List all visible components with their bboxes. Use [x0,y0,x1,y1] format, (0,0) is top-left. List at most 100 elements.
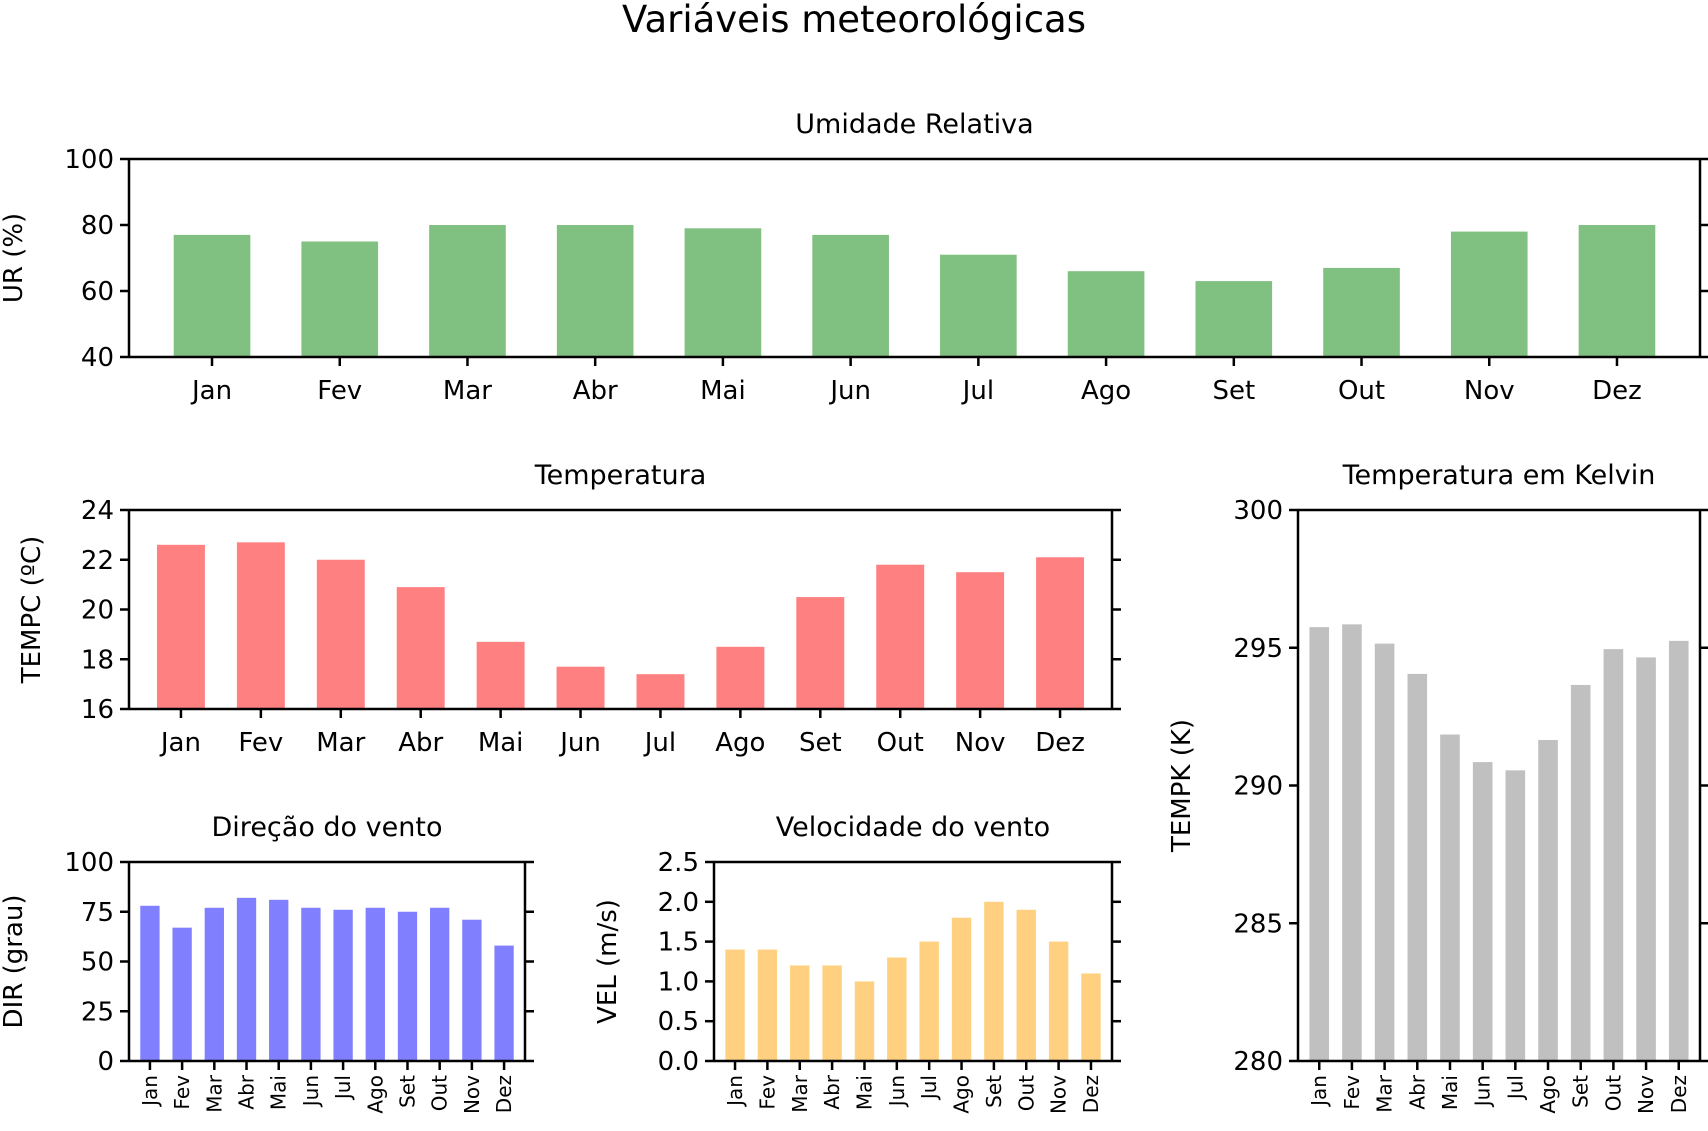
tempk-ytick-label: 280 [1233,1047,1283,1077]
dir-ytick-label: 50 [81,948,114,978]
dir-xtick-label: Mar [202,1074,226,1113]
dir-bar-dez [494,945,514,1061]
tempk-xtick-label: Out [1601,1075,1625,1111]
dir-bar-nov [462,919,482,1061]
ur-bar-set [1195,281,1273,357]
dir-bar-set [397,911,418,1061]
tempk-ytick-label: 285 [1233,909,1283,939]
dir-xtick-label: Jun [299,1075,323,1108]
tempc-bar-mai [476,641,525,709]
ur-xtick-label: Dez [1592,376,1642,406]
dir-xtick-label: Mai [267,1075,291,1110]
ur-xtick-label: Set [1212,376,1255,406]
tempk-bar-abr [1407,673,1428,1061]
tempc-xtick-label: Dez [1035,728,1085,758]
tempk-xtick-label: Nov [1634,1075,1658,1114]
vel-bar-jun [887,957,907,1061]
ur-ytick-label: 60 [81,277,114,307]
vel-ylabel: VEL (m/s) [593,899,623,1024]
ur-ytick-label: 80 [81,211,114,241]
tempc-ytick-label: 20 [81,596,114,626]
vel-ytick-label: 2.0 [658,888,699,918]
panels: 40 60 80 100 Jan Fev Mar Abr Mai Jun Jul Ago Set Out N… [0,109,1708,1114]
tempc-title: Temperatura [534,460,707,491]
vel-bar-fev [757,949,778,1061]
tempk-panel: 280 285 290 295 300 Jan Fev Mar Abr Mai Jun Jul Ago S… [1167,460,1708,1114]
vel-ytick-label: 0.5 [658,1007,699,1037]
tempk-bar-mar [1374,643,1395,1061]
vel-bar-abr [822,965,842,1061]
tempk-xtick-label: Set [1569,1075,1593,1108]
vel-xtick-label: Jun [885,1075,909,1108]
tempk-ytick-label: 300 [1233,496,1283,526]
vel-xtick-label: Ago [950,1075,974,1114]
vel-xtick-label: Jan [723,1075,747,1108]
dir-xtick-label: Fev [170,1075,194,1110]
ur-ytick-label: 100 [64,145,114,175]
tempk-bar-dez [1668,640,1689,1061]
vel-bar-dez [1081,973,1101,1061]
tempc-bar-mar [316,559,365,709]
tempk-title: Temperatura em Kelvin [1342,460,1656,491]
dir-ytick-label: 0 [97,1047,114,1077]
vel-bar-ago [951,917,972,1061]
tempc-ytick-label: 18 [81,645,114,675]
ur-bar-ago [1067,271,1145,357]
vel-xtick-label: Mai [852,1075,876,1110]
tempk-xtick-label: Dez [1667,1075,1691,1113]
dir-xtick-label: Out [428,1075,452,1111]
dir-xtick-label: Set [395,1075,419,1108]
vel-bar-nov [1048,941,1069,1061]
ur-bar-dez [1578,225,1656,357]
tempk-xtick-label: Ago [1536,1075,1560,1114]
tempk-bar-nov [1636,657,1656,1061]
tempk-bar-fev [1342,624,1362,1061]
vel-ytick-label: 0.0 [658,1047,699,1077]
tempc-xtick-label: Jan [159,728,201,758]
ur-bar-jun [812,234,889,357]
ur-bar-jan [173,234,251,357]
tempc-xtick-label: Nov [955,728,1006,758]
vel-xtick-label: Set [982,1075,1006,1108]
dir-bar-abr [236,897,257,1061]
dir-bar-ago [365,907,385,1061]
ur-xtick-label: Mar [443,376,492,406]
tempc-panel: 16 18 20 22 24 Jan Fev Mar Abr Mai Jun Jul Ago Set Out… [17,460,1121,758]
ur-xtick-label: Jul [961,376,994,406]
tempc-bar-jul [636,674,685,709]
dir-xtick-label: Abr [235,1074,259,1109]
dir-ytick-label: 25 [81,997,114,1027]
ur-panel: 40 60 80 100 Jan Fev Mar Abr Mai Jun Jul Ago Set Out N… [0,109,1708,406]
dir-ytick-label: 100 [64,848,114,878]
tempk-bar-mai [1440,734,1460,1061]
ur-bar-abr [556,225,634,357]
dir-bar-mar [204,907,224,1061]
ur-xtick-label: Abr [573,376,618,406]
vel-bar-mai [854,981,875,1061]
ur-xtick-label: Ago [1081,376,1131,406]
vel-bar-jul [919,941,939,1061]
dir-xtick-label: Jul [331,1075,355,1101]
ur-xtick-label: Jan [190,376,232,406]
tempk-bar-jun [1472,762,1493,1061]
dir-ylabel: DIR (grau) [0,895,29,1029]
vel-xtick-label: Mar [788,1074,812,1113]
dir-bar-mai [269,899,289,1061]
tempc-xtick-label: Ago [715,728,765,758]
tempc-xtick-label: Out [877,728,924,758]
ur-bar-jul [940,254,1017,357]
figure-title: Variáveis meteorológicas [622,0,1086,41]
tempc-xtick-label: Mai [478,728,524,758]
tempk-bar-set [1570,684,1591,1061]
ur-bar-out [1323,267,1400,357]
ur-bar-mai [684,228,762,357]
ur-ytick-label: 40 [81,343,114,373]
vel-xtick-label: Abr [820,1074,844,1109]
ur-ylabel: UR (%) [0,213,29,303]
vel-bar-set [984,901,1004,1061]
dir-xtick-label: Jan [138,1075,162,1108]
dir-panel: 0 25 50 75 100 Jan Fev Mar Abr Mai Jun Jul Ago Set Out… [0,812,534,1114]
tempc-bar-fev [236,542,285,709]
tempc-ytick-label: 16 [81,695,114,725]
ur-bar-fev [301,241,379,357]
